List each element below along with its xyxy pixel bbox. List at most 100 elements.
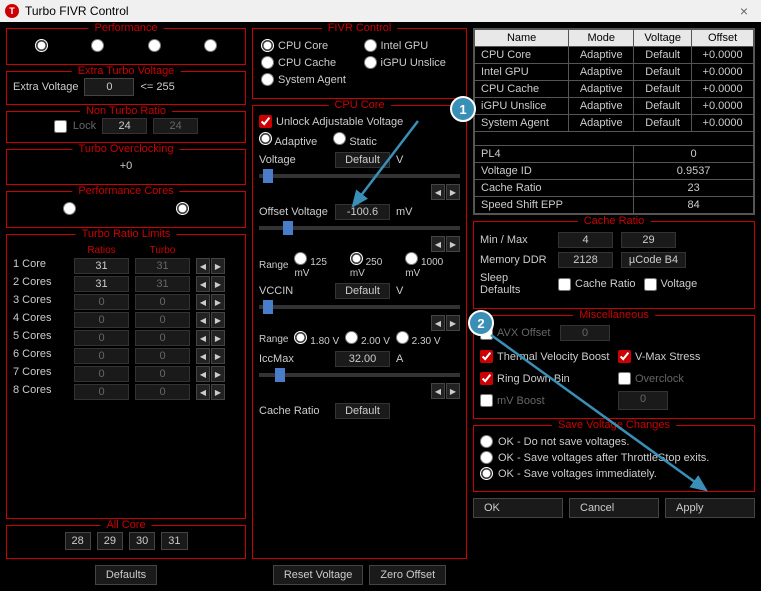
tl-ratio[interactable]: 0 — [74, 384, 129, 400]
tl-left-icon[interactable]: ◀ — [196, 330, 210, 346]
pcore-radio-0[interactable] — [63, 202, 76, 215]
fivr-intel-gpu[interactable]: Intel GPU — [364, 39, 459, 52]
ntr-1[interactable]: 24 — [102, 118, 147, 134]
vt-cell: CPU Core — [475, 47, 569, 64]
vccin-value[interactable]: Default — [335, 283, 390, 299]
extra-voltage-input[interactable] — [84, 78, 134, 96]
tl-ratio[interactable]: 0 — [74, 294, 129, 310]
non-turbo-group: Non Turbo Ratio Lock 24 24 — [6, 111, 246, 143]
tl-right-icon[interactable]: ▶ — [211, 294, 225, 310]
close-icon[interactable]: × — [732, 3, 756, 19]
vt-cell: +0.0000 — [692, 115, 754, 132]
tl-left-icon[interactable]: ◀ — [196, 366, 210, 382]
i-left-icon[interactable]: ◀ — [431, 383, 445, 399]
save-opt-3[interactable]: OK - Save voltages immediately. — [480, 467, 748, 480]
tl-right-icon[interactable]: ▶ — [211, 366, 225, 382]
allcore-31[interactable]: 31 — [161, 532, 187, 550]
tl-left-icon[interactable]: ◀ — [196, 258, 210, 274]
tl-ratio[interactable]: 31 — [74, 276, 129, 292]
tl-ratio[interactable]: 0 — [74, 330, 129, 346]
cr-max[interactable]: 29 — [621, 232, 676, 248]
tl-left-icon[interactable]: ◀ — [196, 276, 210, 292]
allcore-30[interactable]: 30 — [129, 532, 155, 550]
offset-value[interactable]: -100.6 — [335, 204, 390, 220]
oc-checkbox[interactable]: Overclock — [618, 372, 748, 385]
tl-right-icon[interactable]: ▶ — [211, 330, 225, 346]
ok-button[interactable]: OK — [473, 498, 563, 518]
tl-right-icon[interactable]: ▶ — [211, 384, 225, 400]
tl-turbo: 31 — [135, 276, 190, 292]
i-right-icon[interactable]: ▶ — [446, 383, 460, 399]
turbo-oc-group: Turbo Overclocking +0 — [6, 149, 246, 185]
turbo-limits-group: Turbo Ratio Limits Ratios Turbo 1 Core 3… — [6, 234, 246, 519]
vt-cell: Default — [634, 98, 692, 115]
fivr-system-agent[interactable]: System Agent — [261, 73, 356, 86]
apply-button[interactable]: Apply — [665, 498, 755, 518]
save-opt-1[interactable]: OK - Do not save voltages. — [480, 435, 748, 448]
allcore-28[interactable]: 28 — [65, 532, 91, 550]
tl-right-icon[interactable]: ▶ — [211, 348, 225, 364]
tl-ratio[interactable]: 0 — [74, 366, 129, 382]
vc-right-icon[interactable]: ▶ — [446, 315, 460, 331]
badge-2: 2 — [468, 310, 494, 336]
all-core-group: All Core 28 29 30 31 — [6, 525, 246, 559]
lock-checkbox[interactable] — [54, 120, 67, 133]
defaults-button[interactable]: Defaults — [95, 565, 157, 585]
mode-adaptive[interactable]: Adaptive — [259, 132, 317, 148]
extra-voltage-label: Extra Voltage — [13, 81, 78, 93]
vt-cell: +0.0000 — [692, 81, 754, 98]
tl-label: 1 Core — [13, 258, 68, 274]
unlock-checkbox[interactable] — [259, 115, 272, 128]
cancel-button[interactable]: Cancel — [569, 498, 659, 518]
tl-left-icon[interactable]: ◀ — [196, 384, 210, 400]
tl-turbo: 0 — [135, 366, 190, 382]
o-left-icon[interactable]: ◀ — [431, 236, 445, 252]
perf-radio-2[interactable] — [148, 39, 161, 52]
vccin-slider[interactable] — [259, 305, 460, 309]
tl-ratio[interactable]: 0 — [74, 348, 129, 364]
vt-cell: Default — [634, 81, 692, 98]
tl-right-icon[interactable]: ▶ — [211, 276, 225, 292]
tl-left-icon[interactable]: ◀ — [196, 312, 210, 328]
voltage-slider[interactable] — [259, 174, 460, 178]
zero-offset-button[interactable]: Zero Offset — [369, 565, 446, 585]
tl-right-icon[interactable]: ▶ — [211, 258, 225, 274]
fivr-igpu-unslice[interactable]: iGPU Unslice — [364, 56, 459, 69]
tl-ratio[interactable]: 31 — [74, 258, 129, 274]
tl-label: 6 Cores — [13, 348, 68, 364]
v-right-icon[interactable]: ▶ — [446, 184, 460, 200]
vmax-checkbox[interactable]: V-Max Stress — [618, 350, 748, 363]
perf-radio-1[interactable] — [91, 39, 104, 52]
ucode: µCode B4 — [621, 252, 686, 268]
vt-cell: Adaptive — [569, 81, 634, 98]
allcore-29[interactable]: 29 — [97, 532, 123, 550]
iccmax-value[interactable]: 32.00 — [335, 351, 390, 367]
fivr-cpu-cache[interactable]: CPU Cache — [261, 56, 356, 69]
tl-ratio[interactable]: 0 — [74, 312, 129, 328]
cache-value[interactable]: Default — [335, 403, 390, 419]
perf-radio-3[interactable] — [204, 39, 217, 52]
cr-min[interactable]: 4 — [558, 232, 613, 248]
tl-label: 5 Cores — [13, 330, 68, 346]
titlebar: T Turbo FIVR Control × — [0, 0, 761, 22]
iccmax-slider[interactable] — [259, 373, 460, 377]
perf-radio-0[interactable] — [35, 39, 48, 52]
tl-right-icon[interactable]: ▶ — [211, 312, 225, 328]
rdb-checkbox[interactable]: Ring Down Bin — [480, 372, 610, 385]
save-opt-2[interactable]: OK - Save voltages after ThrottleStop ex… — [480, 451, 748, 464]
mvb-checkbox[interactable] — [480, 394, 493, 407]
mode-static[interactable]: Static — [333, 132, 377, 148]
pcore-radio-1[interactable] — [176, 202, 189, 215]
reset-voltage-button[interactable]: Reset Voltage — [273, 565, 364, 585]
tl-left-icon[interactable]: ◀ — [196, 294, 210, 310]
tl-label: 8 Cores — [13, 384, 68, 400]
o-right-icon[interactable]: ▶ — [446, 236, 460, 252]
tl-left-icon[interactable]: ◀ — [196, 348, 210, 364]
vc-left-icon[interactable]: ◀ — [431, 315, 445, 331]
tvb-checkbox[interactable]: Thermal Velocity Boost — [480, 350, 610, 363]
v-left-icon[interactable]: ◀ — [431, 184, 445, 200]
offset-slider[interactable] — [259, 226, 460, 230]
voltage-value[interactable]: Default — [335, 152, 390, 168]
fivr-cpu-core[interactable]: CPU Core — [261, 39, 356, 52]
vt-cell: +0.0000 — [692, 64, 754, 81]
